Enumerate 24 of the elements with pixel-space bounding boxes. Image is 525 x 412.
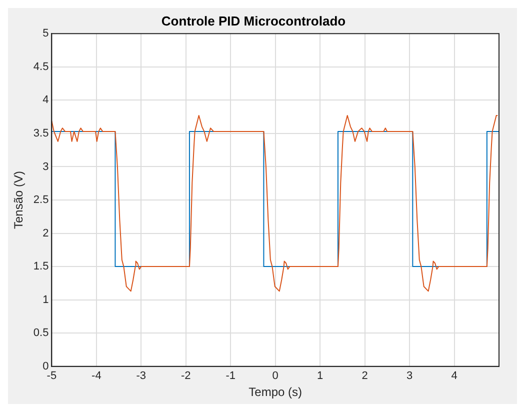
x-tick-label: -1 [226, 370, 236, 382]
x-tick-label: -3 [136, 370, 146, 382]
y-tick-label: 0 [42, 360, 49, 372]
y-tick-label: 1.5 [33, 260, 49, 273]
x-axis-title: Tempo (s) [248, 385, 302, 400]
x-tick-label: -2 [180, 370, 191, 382]
y-tick-label: 3 [42, 160, 49, 173]
x-tick-label: 3 [406, 370, 413, 382]
y-tick-label: 4.5 [33, 60, 49, 73]
y-tick-label: 3.5 [33, 127, 49, 140]
y-tick-label: 4 [42, 94, 49, 106]
x-tick-label: -4 [92, 370, 102, 382]
y-tick-label: 1 [42, 294, 49, 306]
x-tick-label: -5 [46, 370, 57, 382]
x-tick-label: 2 [362, 370, 368, 382]
x-tick-label: 4 [451, 370, 458, 382]
y-tick-label: 2.5 [33, 194, 49, 206]
y-tick-label: 2 [42, 227, 49, 240]
x-tick-label: 0 [272, 370, 278, 382]
y-axis-title: Tensão (V) [12, 170, 26, 230]
chart-title: Controle PID Microcontrolado [161, 13, 346, 28]
x-tick-label: 1 [317, 370, 324, 382]
y-tick-label: 0.5 [33, 327, 49, 340]
y-tick-label: 5 [42, 28, 49, 40]
